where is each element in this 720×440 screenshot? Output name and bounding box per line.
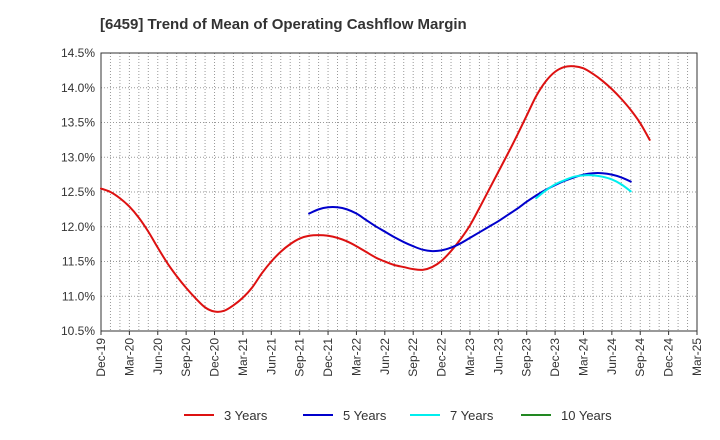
x-tick-label: Jun-20 [151,338,165,375]
plot-border [100,52,698,332]
x-tick-label: Sep-22 [406,338,420,377]
y-tick-label: 10.5% [61,324,95,338]
legend-label-10-years: 10 Years [561,408,612,423]
legend-label-3-years: 3 Years [224,408,268,423]
y-tick-label: 12.0% [61,220,95,234]
x-tick-label: Dec-21 [321,338,335,377]
x-tick-label: Jun-22 [378,338,392,375]
x-tick-label: Sep-20 [179,338,193,377]
x-tick-label: Dec-20 [208,338,222,377]
x-tick-label: Sep-24 [633,338,647,377]
x-tick-label: Mar-25 [690,338,704,376]
series-line-7-years [535,174,632,200]
series-line-3-years [100,65,651,313]
y-tick-label: 11.5% [62,255,95,269]
y-tick-label: 11.0% [62,289,95,303]
x-tick-label: Jun-24 [605,338,619,375]
x-tick-label: Mar-24 [576,338,590,376]
chart-title: [6459] Trend of Mean of Operating Cashfl… [100,16,467,33]
x-tick-label: Sep-23 [520,338,534,377]
x-tick-label: Dec-22 [435,338,449,377]
x-tick-label: Mar-20 [122,338,136,376]
x-tick-label: Sep-21 [293,338,307,377]
y-tick-label: 13.5% [61,116,95,130]
x-tick-label: Dec-23 [548,338,562,377]
y-tick-label: 13.0% [61,150,95,164]
x-tick-label: Dec-19 [94,338,108,377]
x-tick-label: Jun-21 [264,338,278,375]
legend-label-7-years: 7 Years [450,408,494,423]
x-tick-label: Mar-21 [236,338,250,376]
y-tick-label: 14.5% [61,46,95,60]
x-tick-label: Dec-24 [662,338,676,377]
y-tick-label: 12.5% [61,185,95,199]
legend-label-5-years: 5 Years [343,408,387,423]
x-tick-label: Jun-23 [491,338,505,375]
x-tick-label: Mar-23 [463,338,477,376]
y-tick-label: 14.0% [61,81,95,95]
x-tick-label: Mar-22 [349,338,363,376]
